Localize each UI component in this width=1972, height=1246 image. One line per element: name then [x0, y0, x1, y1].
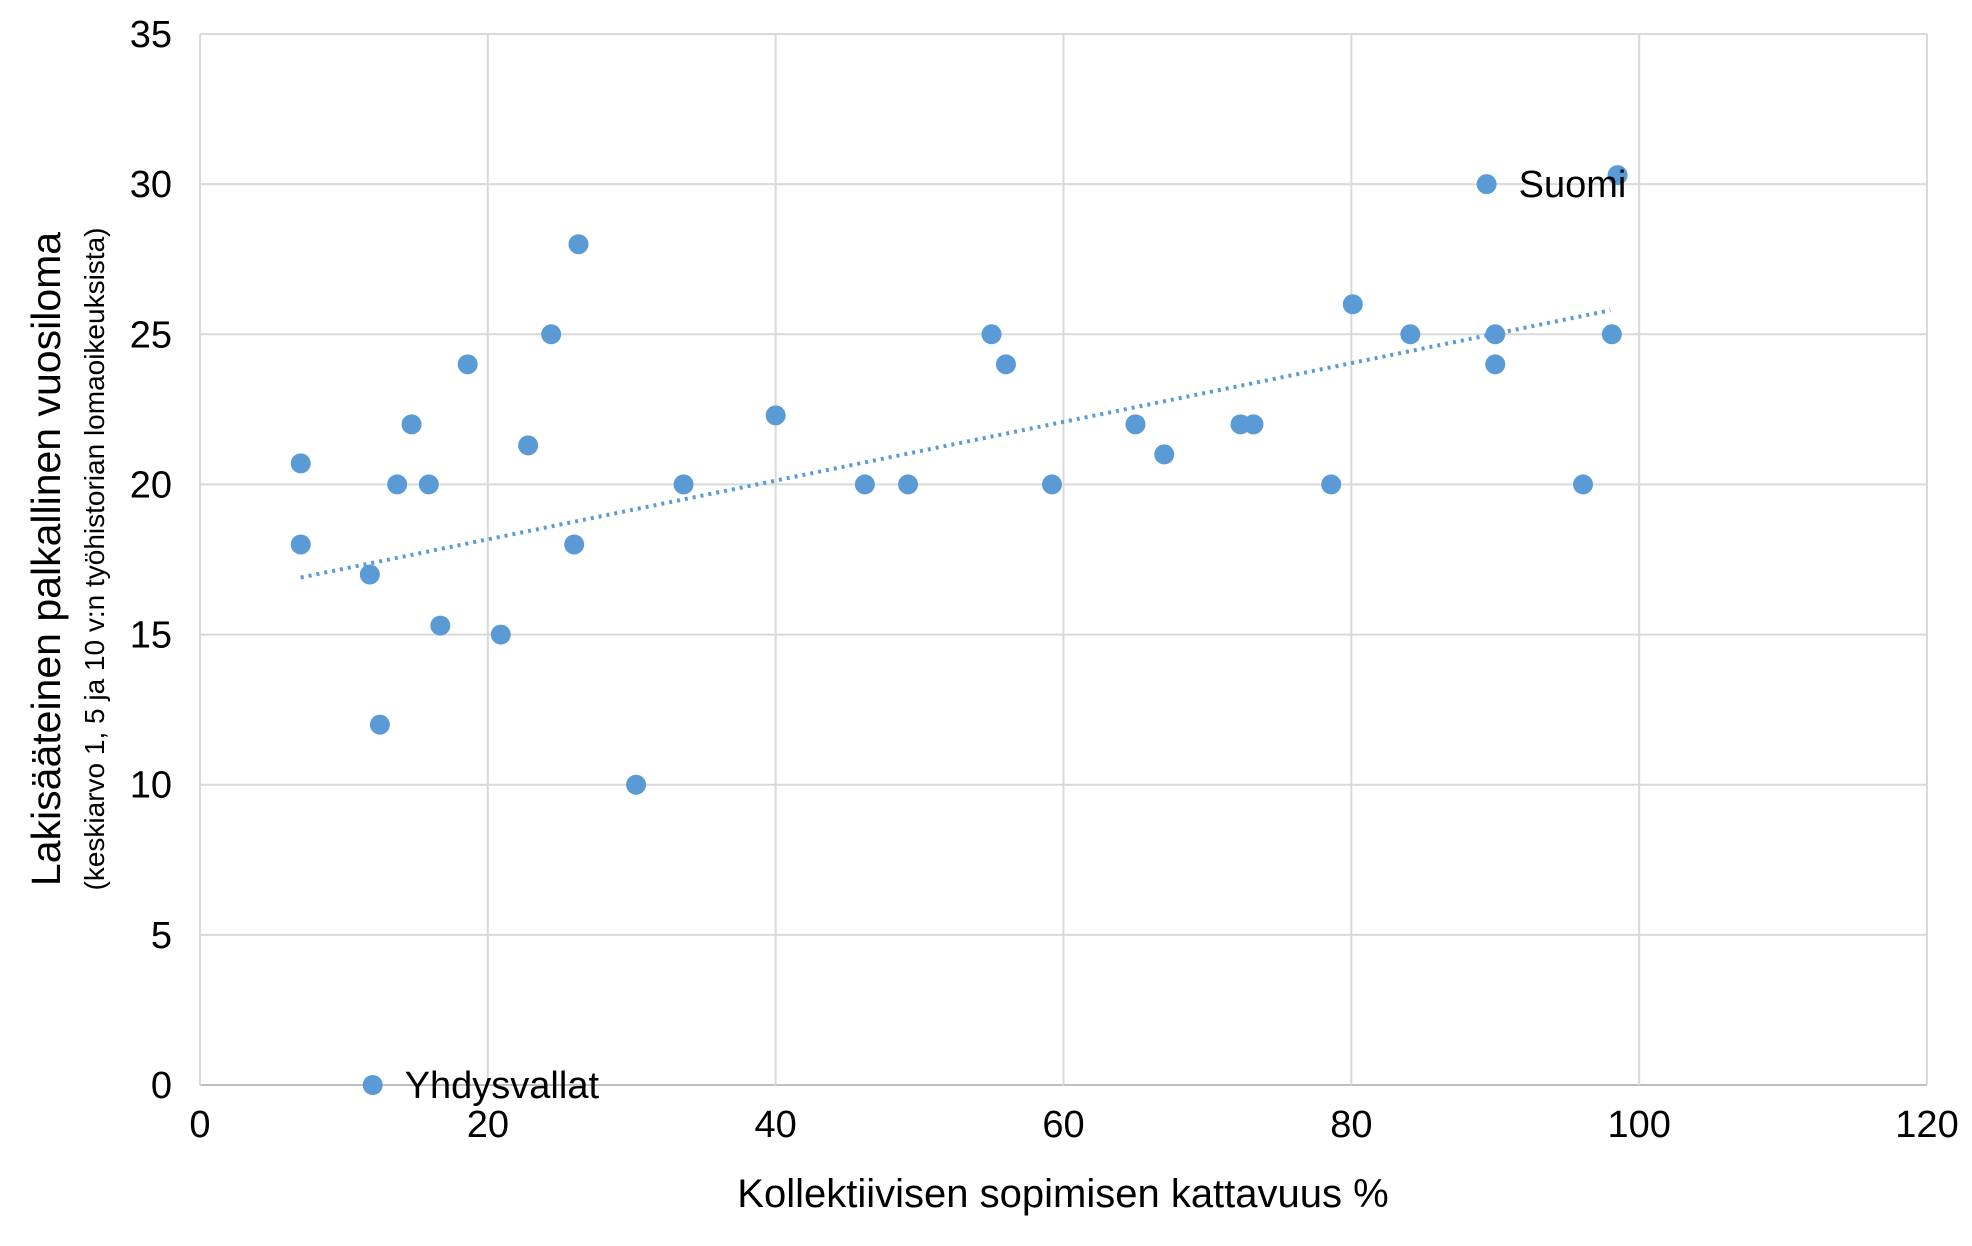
data-point — [564, 534, 585, 555]
data-point — [854, 474, 875, 495]
y-tick-label: 10 — [130, 765, 172, 807]
point-label: Suomi — [1519, 164, 1627, 206]
data-point — [1125, 414, 1146, 435]
y-tick-labels: 0 5 10 15 20 25 30 35 — [130, 14, 172, 1107]
data-point — [401, 414, 422, 435]
data-points — [290, 165, 1628, 1095]
data-point — [518, 435, 539, 456]
data-point — [457, 354, 478, 375]
point-label: Yhdysvallat — [405, 1065, 600, 1107]
x-tick-label: 100 — [1607, 1104, 1670, 1146]
data-point — [359, 564, 380, 585]
data-point — [1400, 324, 1421, 345]
y-axis-title: Lakisääteinen palkallinen vuosiloma — [23, 232, 69, 886]
x-axis-title: Kollektiivisen sopimisen kattavuus % — [737, 1172, 1388, 1216]
data-point — [898, 474, 919, 495]
data-point — [290, 453, 311, 474]
data-point — [541, 324, 562, 345]
data-point — [995, 354, 1016, 375]
data-point — [1342, 294, 1363, 315]
data-point — [362, 1075, 383, 1095]
data-point — [418, 474, 439, 495]
y-tick-label: 35 — [130, 14, 172, 56]
data-point — [1243, 414, 1264, 435]
y-tick-label: 0 — [151, 1065, 172, 1107]
data-point — [1573, 474, 1594, 495]
x-tick-label: 60 — [1042, 1104, 1084, 1146]
data-point — [430, 615, 451, 636]
point-labels: Suomi Yhdysvallat — [405, 164, 1627, 1107]
data-point — [981, 324, 1002, 345]
data-point — [1607, 165, 1628, 186]
x-tick-labels: 0 20 40 60 80 100 120 — [189, 1104, 1958, 1146]
x-tick-label: 20 — [467, 1104, 509, 1146]
x-tick-label: 40 — [755, 1104, 797, 1146]
data-point — [765, 405, 786, 426]
x-tick-label: 0 — [189, 1104, 210, 1146]
trendline-group — [300, 308, 1611, 580]
y-tick-label: 30 — [130, 164, 172, 206]
data-point — [1485, 324, 1506, 345]
data-point — [387, 474, 408, 495]
data-point — [568, 234, 589, 255]
data-point — [1485, 354, 1506, 375]
x-tick-label: 80 — [1330, 1104, 1372, 1146]
data-point — [1321, 474, 1342, 495]
y-axis-subtitle: (keskiarvo 1, 5 ja 10 v:n työhistorian l… — [79, 228, 110, 891]
data-point — [1041, 474, 1062, 495]
data-point — [673, 474, 694, 495]
data-point — [490, 624, 511, 645]
data-point — [1476, 174, 1497, 195]
data-point — [626, 774, 647, 795]
y-tick-label: 25 — [130, 314, 172, 356]
data-point — [290, 534, 311, 555]
trendline — [300, 308, 1611, 580]
y-tick-label: 20 — [130, 464, 172, 506]
data-point — [1601, 324, 1622, 345]
data-point — [1154, 444, 1175, 465]
y-tick-label: 15 — [130, 615, 172, 657]
grid — [199, 33, 1928, 1086]
data-point — [369, 714, 390, 735]
y-tick-label: 5 — [151, 915, 172, 957]
x-tick-label: 120 — [1895, 1104, 1958, 1146]
